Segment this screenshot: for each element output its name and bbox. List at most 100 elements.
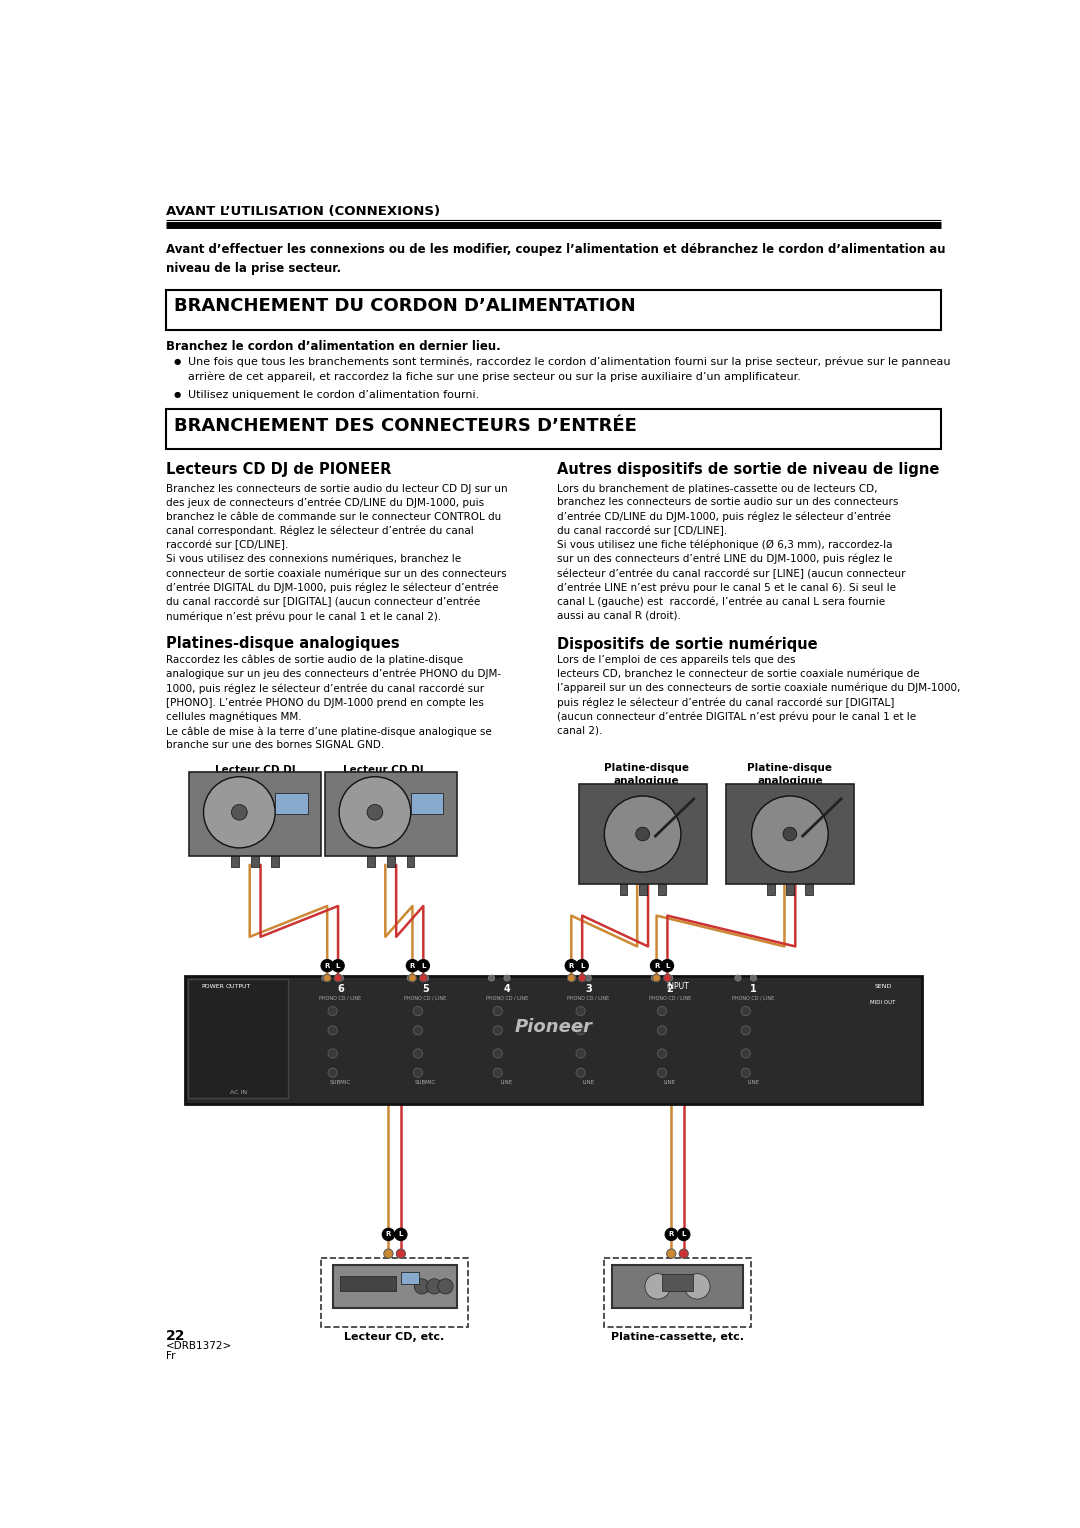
Circle shape <box>783 827 797 840</box>
Text: MIDI OUT: MIDI OUT <box>870 999 895 1004</box>
Text: LINE: LINE <box>664 1080 676 1085</box>
Circle shape <box>567 975 576 983</box>
Circle shape <box>414 1048 422 1057</box>
Circle shape <box>339 776 410 848</box>
Text: 2: 2 <box>666 984 673 995</box>
Circle shape <box>321 960 334 972</box>
Circle shape <box>427 1279 442 1294</box>
Circle shape <box>666 1248 676 1258</box>
Text: PHONO CD / LINE: PHONO CD / LINE <box>405 996 447 1001</box>
Text: 6: 6 <box>337 984 343 995</box>
Circle shape <box>407 975 414 981</box>
Circle shape <box>504 975 510 981</box>
Bar <box>620 885 627 895</box>
Bar <box>275 793 308 814</box>
Circle shape <box>576 1025 585 1034</box>
Text: Branchez le cordon d’alimentation en dernier lieu.: Branchez le cordon d’alimentation en der… <box>166 339 501 353</box>
Text: PHONO CD / LINE: PHONO CD / LINE <box>486 996 528 1001</box>
Text: Une fois que tous les branchements sont terminés, raccordez le cordon d’alimenta: Une fois que tous les branchements sont … <box>188 356 950 382</box>
Circle shape <box>576 1007 585 1016</box>
Text: BRANCHEMENT DES CONNECTEURS D’ENTRÉE: BRANCHEMENT DES CONNECTEURS D’ENTRÉE <box>174 417 636 434</box>
Circle shape <box>203 776 275 848</box>
Bar <box>410 793 444 814</box>
Bar <box>340 1276 396 1291</box>
Bar <box>611 1265 743 1308</box>
Bar <box>188 979 288 1099</box>
Circle shape <box>741 1068 751 1077</box>
Circle shape <box>651 975 658 981</box>
Text: R: R <box>324 963 329 969</box>
Bar <box>166 290 941 330</box>
Bar <box>252 856 259 866</box>
Text: R: R <box>653 963 659 969</box>
Circle shape <box>328 1048 337 1057</box>
Circle shape <box>658 1007 666 1016</box>
Text: 4: 4 <box>503 984 511 995</box>
Text: POWER: POWER <box>201 984 224 989</box>
Bar <box>662 1274 693 1291</box>
Bar <box>401 1271 419 1284</box>
Circle shape <box>576 1068 585 1077</box>
Circle shape <box>396 1248 405 1258</box>
Circle shape <box>422 975 429 981</box>
Circle shape <box>751 975 757 981</box>
Text: 1: 1 <box>751 984 757 995</box>
Bar <box>189 772 321 856</box>
Circle shape <box>636 827 649 840</box>
Circle shape <box>605 796 680 872</box>
Circle shape <box>677 1229 690 1241</box>
Text: <DRB1372>: <DRB1372> <box>166 1340 232 1351</box>
Text: L: L <box>580 963 584 969</box>
Circle shape <box>570 975 576 981</box>
Bar <box>407 856 415 866</box>
Circle shape <box>419 975 428 983</box>
Text: Platine-cassette, etc.: Platine-cassette, etc. <box>611 1332 744 1342</box>
Bar <box>806 885 813 895</box>
Text: Platines-disque analogiques: Platines-disque analogiques <box>166 636 400 651</box>
Text: R: R <box>569 963 573 969</box>
Text: LINE: LINE <box>501 1080 513 1085</box>
Text: 5: 5 <box>422 984 429 995</box>
Text: ●: ● <box>174 356 181 365</box>
Circle shape <box>658 1025 666 1034</box>
Circle shape <box>328 1025 337 1034</box>
Circle shape <box>665 1229 677 1241</box>
Text: Platine-disque
analogique: Platine-disque analogique <box>604 762 689 785</box>
Bar <box>658 885 665 895</box>
Text: Fr: Fr <box>166 1351 175 1360</box>
Text: L: L <box>665 963 670 969</box>
Circle shape <box>337 975 343 981</box>
Circle shape <box>414 1007 422 1016</box>
Circle shape <box>652 975 661 983</box>
Circle shape <box>650 960 663 972</box>
Text: 22: 22 <box>166 1329 186 1343</box>
Circle shape <box>231 804 247 821</box>
Text: Lors de l’emploi de ces appareils tels que des
lecteurs CD, branchez le connecte: Lors de l’emploi de ces appareils tels q… <box>557 654 961 735</box>
Text: 3: 3 <box>585 984 592 995</box>
Text: SUBMIC: SUBMIC <box>329 1080 351 1085</box>
Circle shape <box>494 1007 502 1016</box>
Circle shape <box>334 975 342 983</box>
Text: PHONO CD / LINE: PHONO CD / LINE <box>320 996 362 1001</box>
Circle shape <box>414 1025 422 1034</box>
Text: Lecteurs CD DJ de PIONEER: Lecteurs CD DJ de PIONEER <box>166 461 391 477</box>
Text: LINE: LINE <box>747 1080 759 1085</box>
Text: L: L <box>421 963 426 969</box>
Circle shape <box>322 975 328 981</box>
Bar <box>321 1258 469 1326</box>
Circle shape <box>328 1068 337 1077</box>
Bar <box>186 976 921 1103</box>
Text: PHONO CD / LINE: PHONO CD / LINE <box>732 996 774 1001</box>
Circle shape <box>741 1048 751 1057</box>
Bar <box>325 772 457 856</box>
Bar <box>333 1265 457 1308</box>
Circle shape <box>752 796 828 872</box>
Circle shape <box>741 1007 751 1016</box>
Circle shape <box>661 960 674 972</box>
Circle shape <box>658 1068 666 1077</box>
Bar <box>638 885 647 895</box>
Circle shape <box>367 804 382 821</box>
Text: OUTPUT: OUTPUT <box>226 984 251 989</box>
Circle shape <box>323 975 332 983</box>
Text: L: L <box>681 1232 686 1238</box>
